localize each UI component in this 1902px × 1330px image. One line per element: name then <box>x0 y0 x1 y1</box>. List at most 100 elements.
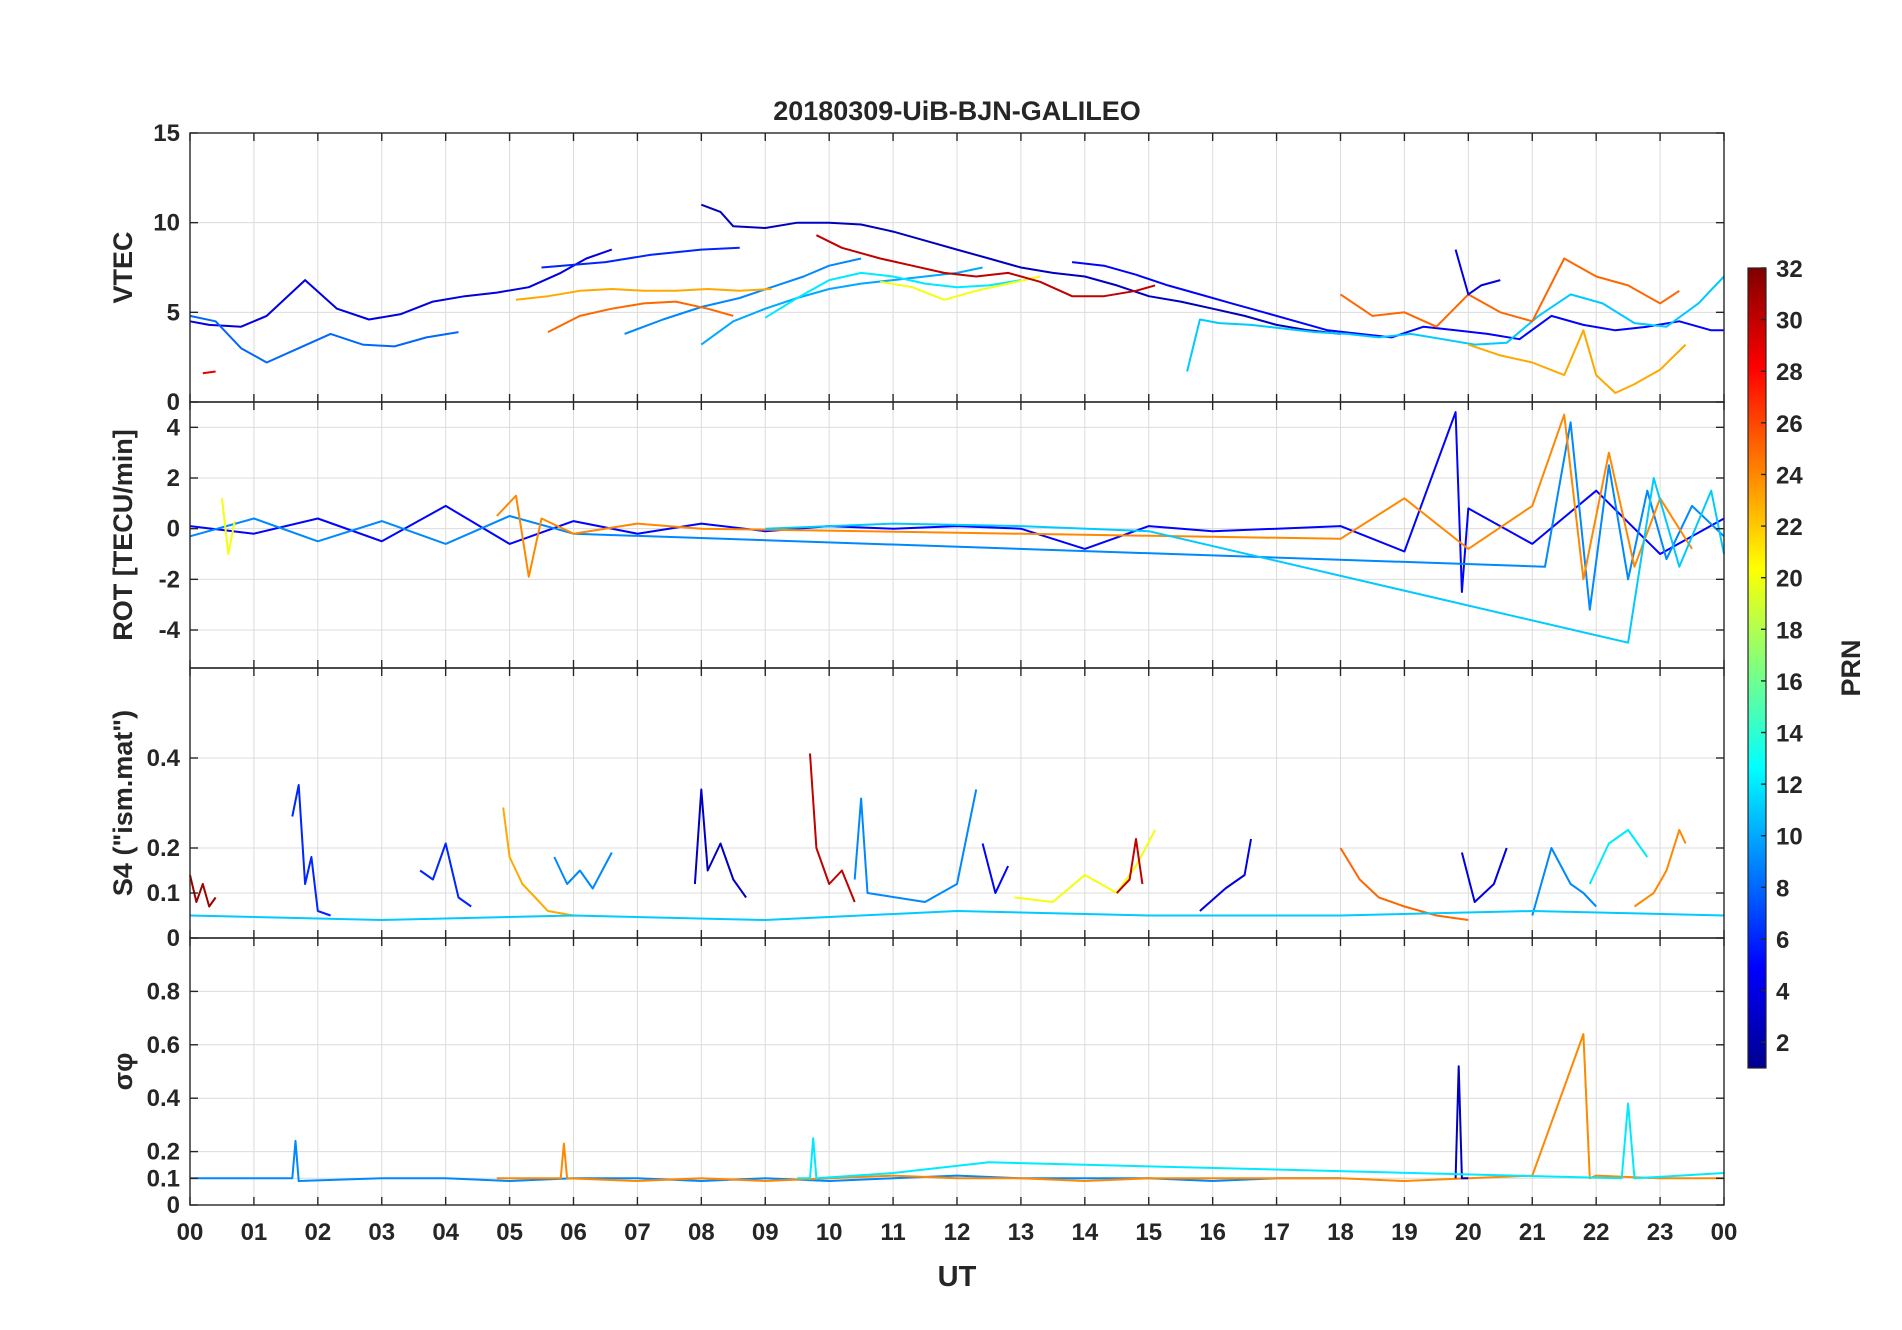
series-line <box>553 852 613 890</box>
y-tick-label: 0.2 <box>147 1139 180 1166</box>
y-tick-label: 4 <box>167 414 181 441</box>
x-tick-label: 06 <box>560 1219 587 1246</box>
series-line <box>981 843 1010 894</box>
colorbar-gradient <box>1747 267 1767 1069</box>
x-tick-label: 04 <box>432 1219 459 1246</box>
chart-title: 20180309-UiB-BJN-GALILEO <box>773 96 1141 126</box>
series-line <box>291 784 331 917</box>
colorbar-tick-label: 8 <box>1776 875 1789 902</box>
x-tick-label: 12 <box>944 1219 971 1246</box>
series-line <box>496 1033 1724 1182</box>
y-axis-label: ROT [TECU/min] <box>108 429 138 640</box>
y-tick-label: 0 <box>167 925 180 952</box>
series-line <box>1186 275 1725 372</box>
colorbar-tick-label: 12 <box>1776 772 1803 799</box>
x-tick-label: 15 <box>1135 1219 1162 1246</box>
y-tick-label: -4 <box>159 617 181 644</box>
series-line <box>515 288 772 301</box>
series-line <box>1633 829 1687 908</box>
series-line <box>202 370 216 375</box>
series-line <box>189 411 1725 593</box>
colorbar-tick-label: 24 <box>1776 462 1803 489</box>
series-line <box>189 910 1725 921</box>
panel-2: -4 -2 0 2 4 ROT [TECU/min] <box>108 401 1725 669</box>
colorbar-tick-label: 14 <box>1776 721 1803 748</box>
x-tick-label: 16 <box>1199 1219 1226 1246</box>
y-tick-label: 0.4 <box>147 1085 181 1112</box>
series-line <box>765 477 1725 644</box>
colorbar-tick-label: 4 <box>1776 979 1790 1006</box>
panel-4: 00.10.2 0.4 0.6 0.8 σφ <box>108 937 1725 1219</box>
x-tick-label: 13 <box>1008 1219 1035 1246</box>
series-line <box>189 314 459 364</box>
y-tick-label: 10 <box>153 210 180 237</box>
series-line <box>1588 829 1649 885</box>
x-tick-label: 03 <box>368 1219 395 1246</box>
colorbar-tick-label: 20 <box>1776 566 1803 593</box>
y-tick-label: 0.6 <box>147 1032 180 1059</box>
series-line <box>700 266 983 346</box>
series-line <box>1467 329 1687 394</box>
y-tick-label: 0 <box>167 389 180 416</box>
x-tick-label: 09 <box>752 1219 779 1246</box>
y-tick-label: 0.4 <box>147 745 181 772</box>
series-line <box>1454 1065 1469 1180</box>
y-tick-label: 0.2 <box>147 835 180 862</box>
y-axis-label: VTEC <box>108 231 138 303</box>
series-line <box>547 300 734 333</box>
series-line <box>700 203 1341 335</box>
series-line <box>541 246 740 269</box>
series-line <box>419 842 472 908</box>
colorbar-tick-label: 10 <box>1776 824 1803 851</box>
x-tick-label: 23 <box>1647 1219 1674 1246</box>
series-line <box>809 753 856 903</box>
colorbar-tick-label: 22 <box>1776 514 1803 541</box>
x-tick-label: 08 <box>688 1219 715 1246</box>
colorbar-label: PRN <box>1836 639 1866 696</box>
x-tick-label: 11 <box>880 1219 905 1246</box>
series-line <box>797 1102 1725 1180</box>
x-tick-label: 22 <box>1583 1219 1610 1246</box>
y-tick-label: 0 <box>167 1192 180 1219</box>
panel-3: 0 0.1 0.2 0.4 S4 ("ism.mat") <box>108 667 1725 952</box>
series-line <box>764 271 1022 319</box>
x-tick-label: 20 <box>1455 1219 1482 1246</box>
series-line <box>496 413 1693 581</box>
colorbar-tick-label: 28 <box>1776 359 1803 386</box>
x-tick-label: 07 <box>624 1219 651 1246</box>
x-tick-label: 17 <box>1263 1219 1290 1246</box>
series-line <box>1339 257 1680 328</box>
series-line <box>693 788 747 899</box>
x-tick-label: 18 <box>1327 1219 1354 1246</box>
colorbar-tick-label: 30 <box>1776 308 1803 335</box>
series-line <box>221 498 236 555</box>
y-tick-label: 5 <box>167 299 180 326</box>
series-line <box>189 248 613 328</box>
series-line <box>1531 847 1597 916</box>
colorbar-tick-label: 16 <box>1776 669 1803 696</box>
y-tick-label: 0.1 <box>147 1165 180 1192</box>
x-axis-label: UT <box>938 1261 977 1293</box>
colorbar-tick-label: 18 <box>1776 617 1803 644</box>
series-line <box>189 874 217 908</box>
series-line <box>624 257 862 335</box>
y-axis-label: σφ <box>108 1053 138 1091</box>
series-line <box>1199 838 1252 912</box>
x-tick-label: 00 <box>177 1219 204 1246</box>
x-tick-label: 05 <box>496 1219 523 1246</box>
series-line <box>502 807 574 917</box>
x-tick-label: 19 <box>1391 1219 1418 1246</box>
x-tick-label: 00 <box>1711 1219 1738 1246</box>
series-line <box>1116 838 1144 894</box>
series-line <box>189 421 1725 611</box>
series-line <box>853 789 978 903</box>
x-tick-label: 14 <box>1071 1219 1098 1246</box>
y-tick-label: 0.8 <box>147 978 180 1005</box>
x-tick-label: 02 <box>304 1219 331 1246</box>
series-line <box>815 234 1156 298</box>
colorbar-tick-label: 6 <box>1776 927 1789 954</box>
